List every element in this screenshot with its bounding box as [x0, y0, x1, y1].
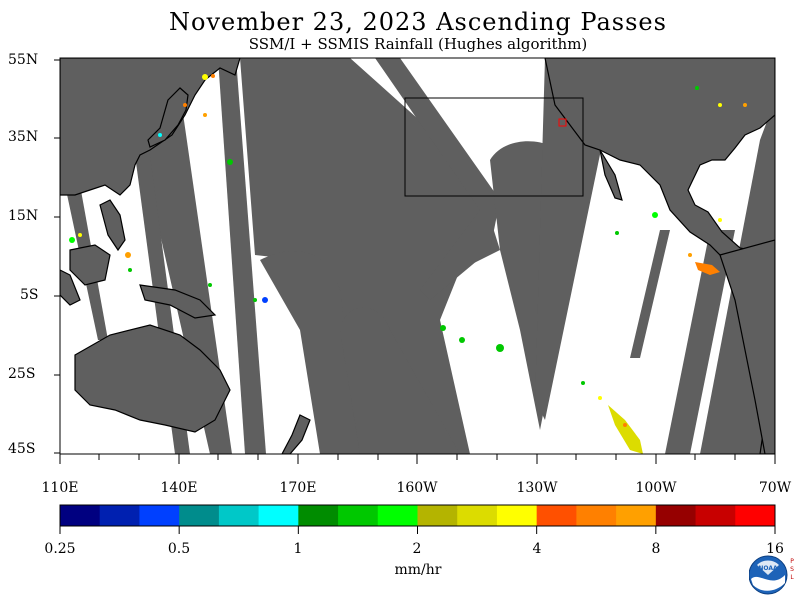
lon-label-110e: 110E: [41, 480, 79, 496]
lat-label-35n: 35N: [8, 129, 39, 145]
lat-label-5s: 5S: [20, 287, 39, 303]
colorbar-tick-label: 2: [412, 541, 422, 557]
land-masses: [60, 58, 775, 454]
rainfall-patches: [69, 74, 747, 454]
colorbar-swatch: [179, 505, 220, 526]
noaa-logo-wave: [751, 575, 785, 591]
colorbar-swatch: [99, 505, 140, 526]
australia-landmass: [74, 324, 231, 433]
japan-landmass: [147, 87, 189, 148]
region-box: [404, 97, 584, 197]
colorbar-swatch: [139, 505, 180, 526]
borneo-landmass: [69, 244, 111, 286]
lon-label-100w: 100W: [635, 480, 677, 496]
colorbar-tick-label: 0.25: [44, 541, 76, 557]
lat-label-25s: 25S: [8, 366, 36, 382]
colorbar-swatch: [496, 505, 538, 526]
colorbar-swatch: [695, 505, 736, 526]
colorbar-swatch: [258, 505, 299, 526]
colorbar-swatch: [218, 505, 260, 526]
map-title: November 23, 2023 Ascending Passes: [169, 8, 667, 36]
colorbar-tick-label: 16: [766, 541, 784, 557]
no-data-swaths: [65, 58, 775, 454]
colorbar-swatch: [338, 505, 379, 526]
lon-ticks: [59, 454, 776, 464]
map-subtitle: SSM/I + SSMIS Rainfall (Hughes algorithm…: [248, 35, 588, 53]
philippines-landmass: [99, 199, 126, 252]
lat-ticks: [54, 59, 60, 454]
colorbar-swatch: [377, 505, 418, 526]
baja-landmass: [599, 149, 623, 201]
sumatra-landmass: [60, 269, 81, 306]
colorbar-tick-label: 4: [532, 541, 542, 557]
colorbar-swatch: [735, 505, 776, 526]
colorbar-swatch: [616, 505, 657, 526]
lon-label-140e: 140E: [160, 480, 198, 496]
south-america-landmass: [719, 239, 775, 454]
colorbar-swatch: [655, 505, 697, 526]
colorbar-swatch: [60, 505, 101, 526]
colorbar-tick-label: 0.5: [167, 541, 191, 557]
colorbar-swatch: [417, 505, 458, 526]
lon-label-160w: 160W: [396, 480, 438, 496]
location-marker: [558, 118, 567, 127]
new-guinea-landmass: [139, 284, 217, 319]
colorbar-swatch: [298, 505, 339, 526]
lon-label-70w: 70W: [758, 480, 792, 496]
lat-label-45s: 45S: [8, 441, 36, 457]
colorbar-units: mm/hr: [394, 562, 442, 578]
colorbar-swatch: [457, 505, 498, 526]
colorbar: [59, 504, 776, 534]
lat-label-55n: 55N: [8, 52, 39, 68]
colorbar-tick-label: 1: [293, 541, 303, 557]
noaa-logo-text: NOAA: [758, 565, 778, 572]
colorbar-swatch: [536, 505, 577, 526]
colorbar-tick-label: 8: [651, 541, 661, 557]
lon-label-170e: 170E: [279, 480, 317, 496]
lat-label-15n: 15N: [8, 208, 39, 224]
asia-landmass: [60, 58, 241, 196]
lon-label-130w: 130W: [516, 480, 558, 496]
new-zealand-landmass: [281, 414, 311, 454]
colorbar-swatch: [576, 505, 617, 526]
